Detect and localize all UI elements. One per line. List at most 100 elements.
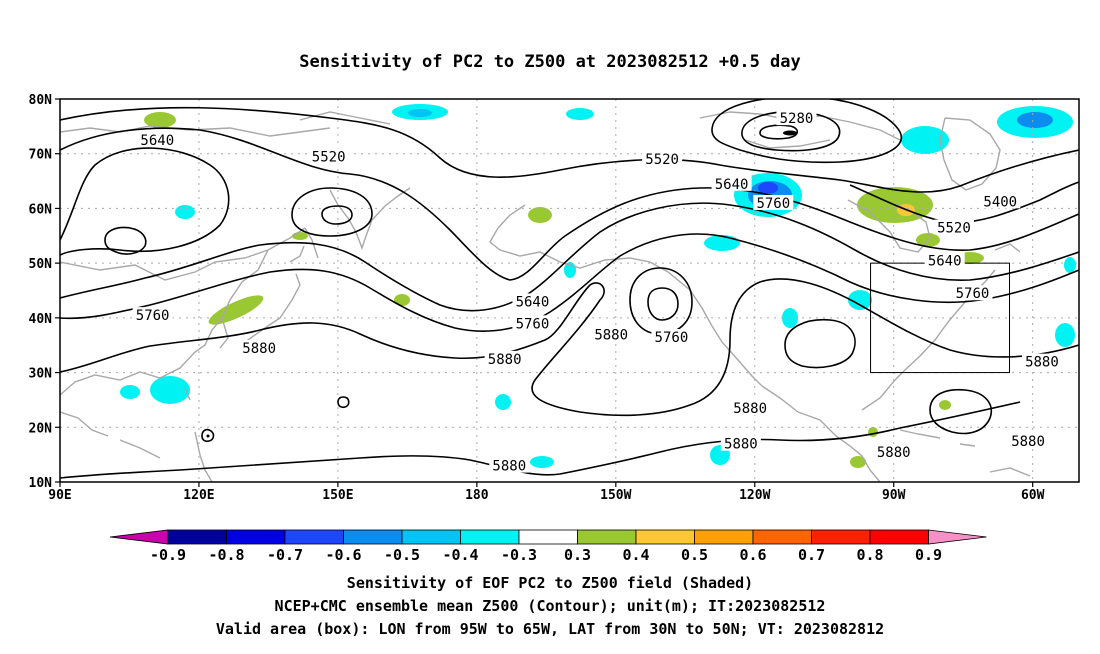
colorbar-swatch: [869, 529, 929, 545]
contour-label-bg: [512, 293, 553, 309]
colorbar-swatch: [577, 529, 637, 545]
contour-label-bg: [137, 132, 178, 148]
contour-small-high-1: [337, 396, 350, 409]
coast-japan: [244, 245, 305, 343]
contour-label-bg: [980, 193, 1021, 209]
contour-label-bg: [651, 329, 692, 345]
contour-label-bg: [484, 350, 525, 366]
shade-patch-positive: [144, 112, 176, 128]
contour-label-bg: [776, 110, 817, 126]
shade-patch-negative: [495, 394, 511, 410]
colorbar-swatch: [518, 529, 578, 545]
contour-label: 5760: [756, 196, 790, 212]
map-grid: [60, 99, 1079, 482]
shade-patch-negative: [1055, 323, 1075, 347]
shade-patch-positive: [939, 400, 951, 410]
colorbar-swatch: [694, 529, 754, 545]
contour-label-bg: [1008, 432, 1049, 448]
contour-label-bg: [512, 315, 553, 331]
colorbar-label: 0.7: [798, 546, 825, 564]
contour-pacific-low: [629, 267, 693, 335]
contour-label: 5640: [516, 294, 550, 310]
contour-5520-east: [849, 181, 1079, 224]
shade-patch-positive: [292, 232, 308, 240]
y-tick-label: 10N: [29, 476, 53, 491]
axis-ticks: 90E 120E 150E 180 150W 120W 90W 60W 80N 70N 60N 50N…: [29, 93, 1045, 503]
x-tick-label: 180: [465, 488, 489, 503]
contour-5880-south: [60, 401, 1021, 479]
contour-5760-b: [60, 233, 1079, 332]
z500-contours: [60, 99, 1079, 479]
contour-label: 5760: [956, 286, 990, 302]
y-tick-label: 80N: [29, 93, 53, 108]
contour-label: 5280: [780, 111, 814, 127]
caption-line-1: Sensitivity of EOF PC2 to Z500 field (Sh…: [346, 574, 754, 592]
shade-patch-negative: [704, 235, 740, 251]
y-tick-label: 20N: [29, 421, 53, 436]
contour-label: 5520: [645, 152, 679, 168]
caption-line-3: Valid area (box): LON from 95W to 65W, L…: [215, 620, 885, 638]
colorbar-swatch: [343, 529, 403, 545]
coast-korea: [219, 317, 229, 349]
contour-label: 5760: [136, 308, 170, 324]
shade-patch-negative: [566, 108, 594, 120]
y-tick-label: 40N: [29, 312, 53, 327]
contour-label-bg: [239, 339, 280, 355]
coast-south-america: [989, 467, 1031, 477]
shade-patch-negative: [175, 205, 195, 219]
contour-bering-low: [291, 187, 373, 237]
coast-sakhalin-kamchatka: [304, 187, 411, 259]
colorbar-swatch: [460, 529, 520, 545]
contour-label: 5880: [242, 341, 276, 357]
coast-taiwan-philippines: [184, 387, 213, 482]
contour-label: 5880: [877, 445, 911, 461]
contour-small-high-2: [201, 428, 215, 443]
contour-bering-inner: [321, 205, 353, 225]
contour-label-bg: [642, 151, 683, 167]
contour-label-bg: [933, 219, 974, 235]
colorbar-swatch: [752, 529, 812, 545]
contour-high-se: [784, 318, 856, 369]
coast-caribbean: [899, 429, 976, 447]
y-tick-label: 50N: [29, 257, 53, 272]
shade-patch-positive: [850, 456, 866, 468]
shade-patch-positive: [394, 294, 410, 306]
y-tick-label: 70N: [29, 148, 53, 163]
contour-label-bg: [308, 148, 349, 164]
x-tick-label: 150E: [322, 488, 353, 503]
shade-patch-positive: [528, 207, 552, 223]
contour-label: 5880: [1011, 434, 1045, 450]
x-tick-label: 150W: [600, 488, 631, 503]
contour-label: 5520: [312, 149, 346, 165]
contour-label: 5880: [492, 459, 526, 475]
contour-label-bg: [132, 307, 173, 323]
plot-frame: [59, 98, 1080, 483]
colorbar-label: -0.3: [501, 546, 537, 564]
colorbar-swatch: [401, 529, 461, 545]
coast-east-asia: [60, 227, 306, 396]
contour-label: 5640: [140, 133, 174, 149]
colorbar: -0.9 -0.8 -0.7 -0.6 -0.5 -0.4 -0.3 0.3 0.4 0.5 0.6…: [109, 529, 987, 564]
contour-label: 5880: [733, 401, 767, 417]
contour-5280-low: [741, 110, 841, 152]
colorbar-label: 0.6: [739, 546, 766, 564]
contour-5880-main: [60, 278, 1079, 417]
coast-hudson-bay: [847, 199, 931, 253]
colorbar-label: 0.4: [622, 546, 649, 564]
colorbar-arrow-right: [928, 529, 987, 545]
contour-label-bg: [591, 326, 632, 342]
colorbar-label: -0.5: [384, 546, 420, 564]
contour-label-bg: [873, 443, 914, 459]
colorbar-arrow-left: [109, 529, 169, 545]
caption-line-2: NCEP+CMC ensemble mean Z500 (Contour); u…: [274, 597, 826, 615]
shade-patch-negative: [530, 456, 554, 468]
coast-indonesia: [60, 411, 161, 459]
contour-label-bg: [489, 457, 530, 473]
shade-patch-negative: [848, 290, 872, 310]
contour-pacific-low-inner: [647, 287, 679, 321]
y-tick-label: 30N: [29, 367, 53, 382]
contour-west-small-low: [104, 226, 147, 255]
contour-label-bg: [711, 175, 752, 191]
contour-label: 5640: [715, 177, 749, 193]
